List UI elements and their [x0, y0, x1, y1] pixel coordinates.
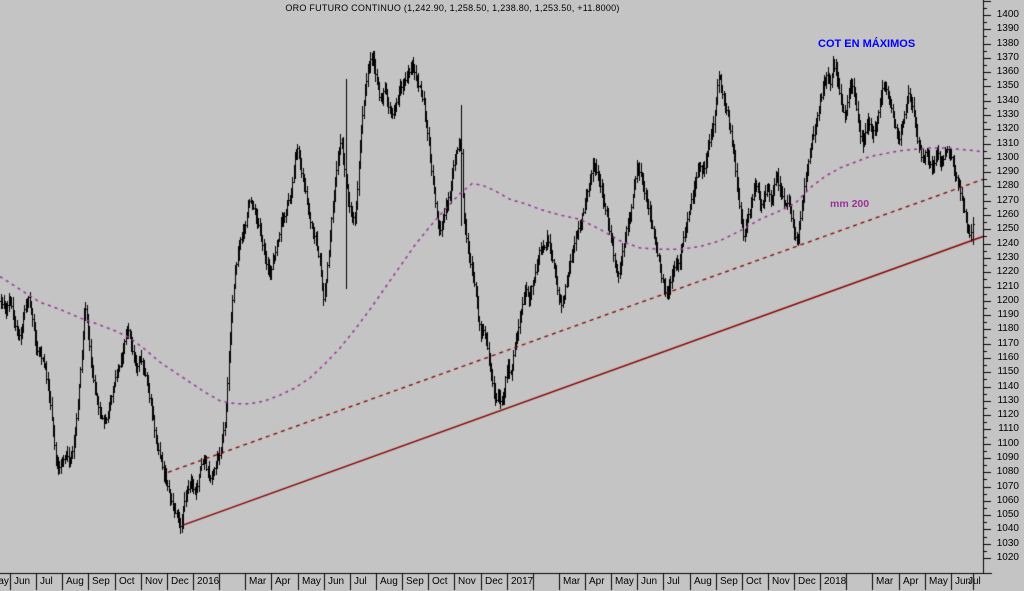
x-axis-label: Oct — [119, 576, 135, 587]
x-axis-label: Sep — [406, 576, 424, 587]
y-axis-label: 1060 — [996, 494, 1019, 506]
x-axis-label: Jun — [328, 576, 345, 587]
y-axis-label: 1190 — [997, 309, 1019, 321]
x-axis-label: Nov — [145, 576, 163, 587]
x-axis-label: Aug — [694, 576, 712, 587]
x-axis-label: Nov — [458, 576, 476, 587]
y-axis-label: 1140 — [997, 380, 1019, 392]
x-axis-label: Jun — [641, 576, 658, 587]
x-axis-label: Jul — [667, 576, 680, 587]
y-axis-label: 1110 — [998, 423, 1019, 435]
y-axis-label: 1200 — [996, 294, 1019, 306]
y-axis-label: 1240 — [996, 237, 1019, 249]
y-axis-label: 1090 — [996, 451, 1019, 463]
x-axis-label: Jul — [968, 576, 981, 587]
x-axis-label: Aug — [380, 576, 398, 587]
x-axis-label: 2017 — [511, 576, 534, 587]
y-axis-label: 1340 — [996, 94, 1019, 106]
y-axis-label: 1050 — [996, 509, 1019, 521]
y-axis-label: 1400 — [996, 9, 1019, 20]
y-axis-label: 1130 — [997, 394, 1019, 406]
x-axis-label: Oct — [432, 576, 448, 587]
x-axis-label: Mar — [249, 576, 267, 587]
y-axis-label: 1080 — [996, 466, 1019, 478]
y-axis-label: 1390 — [996, 23, 1019, 35]
y-axis-label: 1380 — [996, 37, 1019, 49]
x-axis-label: Apr — [589, 576, 605, 587]
y-axis-label: 1100 — [997, 437, 1019, 449]
x-axis-label: Nov — [772, 576, 790, 587]
y-axis-label: 1290 — [996, 166, 1019, 178]
y-axis-label: 1210 — [996, 280, 1019, 292]
x-axis-label: Jul — [40, 576, 53, 587]
y-axis-label: 1360 — [996, 66, 1019, 78]
y-axis-label: 1020 — [996, 552, 1019, 564]
y-axis-label: 1310 — [996, 137, 1019, 149]
annotation-cot-en-maximos: COT EN MÁXIMOS — [818, 38, 916, 50]
y-axis-label: 1030 — [996, 537, 1019, 549]
x-axis-label: May — [615, 576, 634, 587]
annotation-mm200: mm 200 — [830, 198, 870, 210]
x-axis-label: Sep — [92, 576, 110, 587]
x-axis-label: May — [0, 576, 9, 587]
x-axis-label: May — [302, 576, 321, 587]
y-axis-label: 1170 — [997, 337, 1019, 349]
x-axis-label: Jul — [354, 576, 367, 587]
y-axis-label: 1320 — [996, 123, 1019, 135]
y-axis-label: 1040 — [996, 523, 1019, 535]
y-axis-label: 1120 — [997, 409, 1019, 421]
x-axis-label: 2016 — [197, 576, 220, 587]
x-axis-label: Jun — [14, 576, 31, 587]
y-axis-label: 1330 — [996, 109, 1019, 121]
x-axis-label: 2018 — [824, 576, 847, 587]
x-axis-label: Dec — [798, 576, 816, 587]
x-axis-label: Dec — [171, 576, 189, 587]
y-axis-label: 1260 — [996, 209, 1019, 221]
x-axis-label: Sep — [720, 576, 738, 587]
y-axis-label: 1150 — [997, 366, 1019, 378]
x-axis-label: Apr — [275, 576, 291, 587]
y-axis-label: 1250 — [996, 223, 1019, 235]
y-axis-label: 1300 — [996, 151, 1019, 163]
x-axis-label: Aug — [66, 576, 84, 587]
x-axis-label: May — [929, 576, 948, 587]
y-axis-label: 1220 — [996, 266, 1019, 278]
y-axis-label: 1230 — [996, 251, 1019, 263]
y-axis-label: 1180 — [997, 323, 1019, 335]
x-axis-label: Oct — [746, 576, 762, 587]
y-axis-label: 1370 — [996, 51, 1019, 63]
y-axis-label: 1280 — [996, 180, 1019, 192]
x-axis-label: Apr — [903, 576, 919, 587]
x-axis-label: Jun — [955, 576, 972, 587]
y-axis-label: 1160 — [997, 351, 1019, 363]
x-axis-label: Dec — [485, 576, 503, 587]
y-axis-label: 1270 — [996, 194, 1019, 206]
x-axis-label: Mar — [563, 576, 581, 587]
chart-title: ORO FUTURO CONTINUO (1,242.90, 1,258.50,… — [285, 3, 620, 13]
y-axis-label: 1070 — [996, 480, 1019, 492]
x-axis-label: Mar — [876, 576, 894, 587]
y-axis-label: 1350 — [996, 80, 1019, 92]
